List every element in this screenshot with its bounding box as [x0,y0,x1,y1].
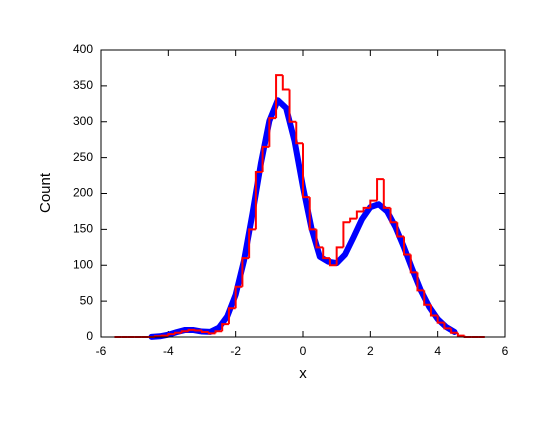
histogram-bar [221,323,229,332]
histogram-bar [355,210,364,219]
histogram-bar [207,331,216,335]
histogram-bar [382,179,391,209]
x-tick-label: -6 [96,344,107,358]
histogram-bar [308,197,317,231]
histogram-bar [396,222,404,238]
histogram-bar [174,331,182,335]
x-tick-label: 6 [502,344,509,358]
histogram-bar [315,229,324,249]
histogram-bar [201,330,209,333]
y-tick-label: 0 [86,329,93,343]
y-tick-label: 100 [73,257,93,271]
y-tick-label: 50 [80,293,94,307]
histogram-bar [214,330,223,334]
histogram-bar [180,330,189,333]
histogram-bar [443,322,452,330]
x-tick-label: -4 [163,344,174,358]
histogram-bar [194,329,202,332]
histogram-bar [268,117,277,147]
histogram-bar [335,246,344,266]
histogram-bar [436,315,445,324]
histogram-bar [456,332,465,337]
histogram-bar [328,258,337,267]
histogram-bar [376,178,384,201]
histogram-bar [281,75,290,91]
histogram-bar [295,121,303,145]
histogram-bar [241,257,250,287]
plot-frame [100,49,506,338]
x-axis-label: x [299,365,307,382]
histogram-bar [416,272,425,292]
histogram-bar [429,304,438,317]
histogram-bar [450,328,458,334]
histogram-bar [160,334,169,337]
histogram-bar [369,199,378,208]
y-tick-label: 250 [73,150,93,164]
histogram-bar [187,328,196,332]
histogram-bar [403,236,411,256]
histogram-bar [254,170,263,230]
x-tick-label: 2 [367,344,374,358]
histogram-bar [362,206,371,212]
y-tick-label: 350 [73,78,93,92]
x-tick-label: -2 [230,344,241,358]
histogram-bar [322,247,330,260]
histogram-bar [261,145,270,172]
histogram-bar [167,333,176,336]
histogram-bar [349,217,357,223]
histogram-bar [288,89,297,123]
histogram-bar [227,307,236,325]
histogram-bar [423,290,431,306]
y-axis-label: Count [37,172,54,213]
x-tick-label: 0 [300,344,307,358]
y-tick-label: 300 [73,114,93,128]
histogram-bar [248,228,256,259]
histogram-bar [409,254,418,274]
x-tick-label: 4 [434,344,441,358]
histogram-bar [275,74,283,119]
y-tick-label: 400 [73,42,93,56]
histogram-bar [234,285,243,309]
y-tick-label: 200 [73,186,93,200]
y-tick-label: 150 [73,222,93,236]
histogram-bar [389,207,398,224]
histogram-bar [342,221,351,248]
histogram-bar [302,143,310,199]
